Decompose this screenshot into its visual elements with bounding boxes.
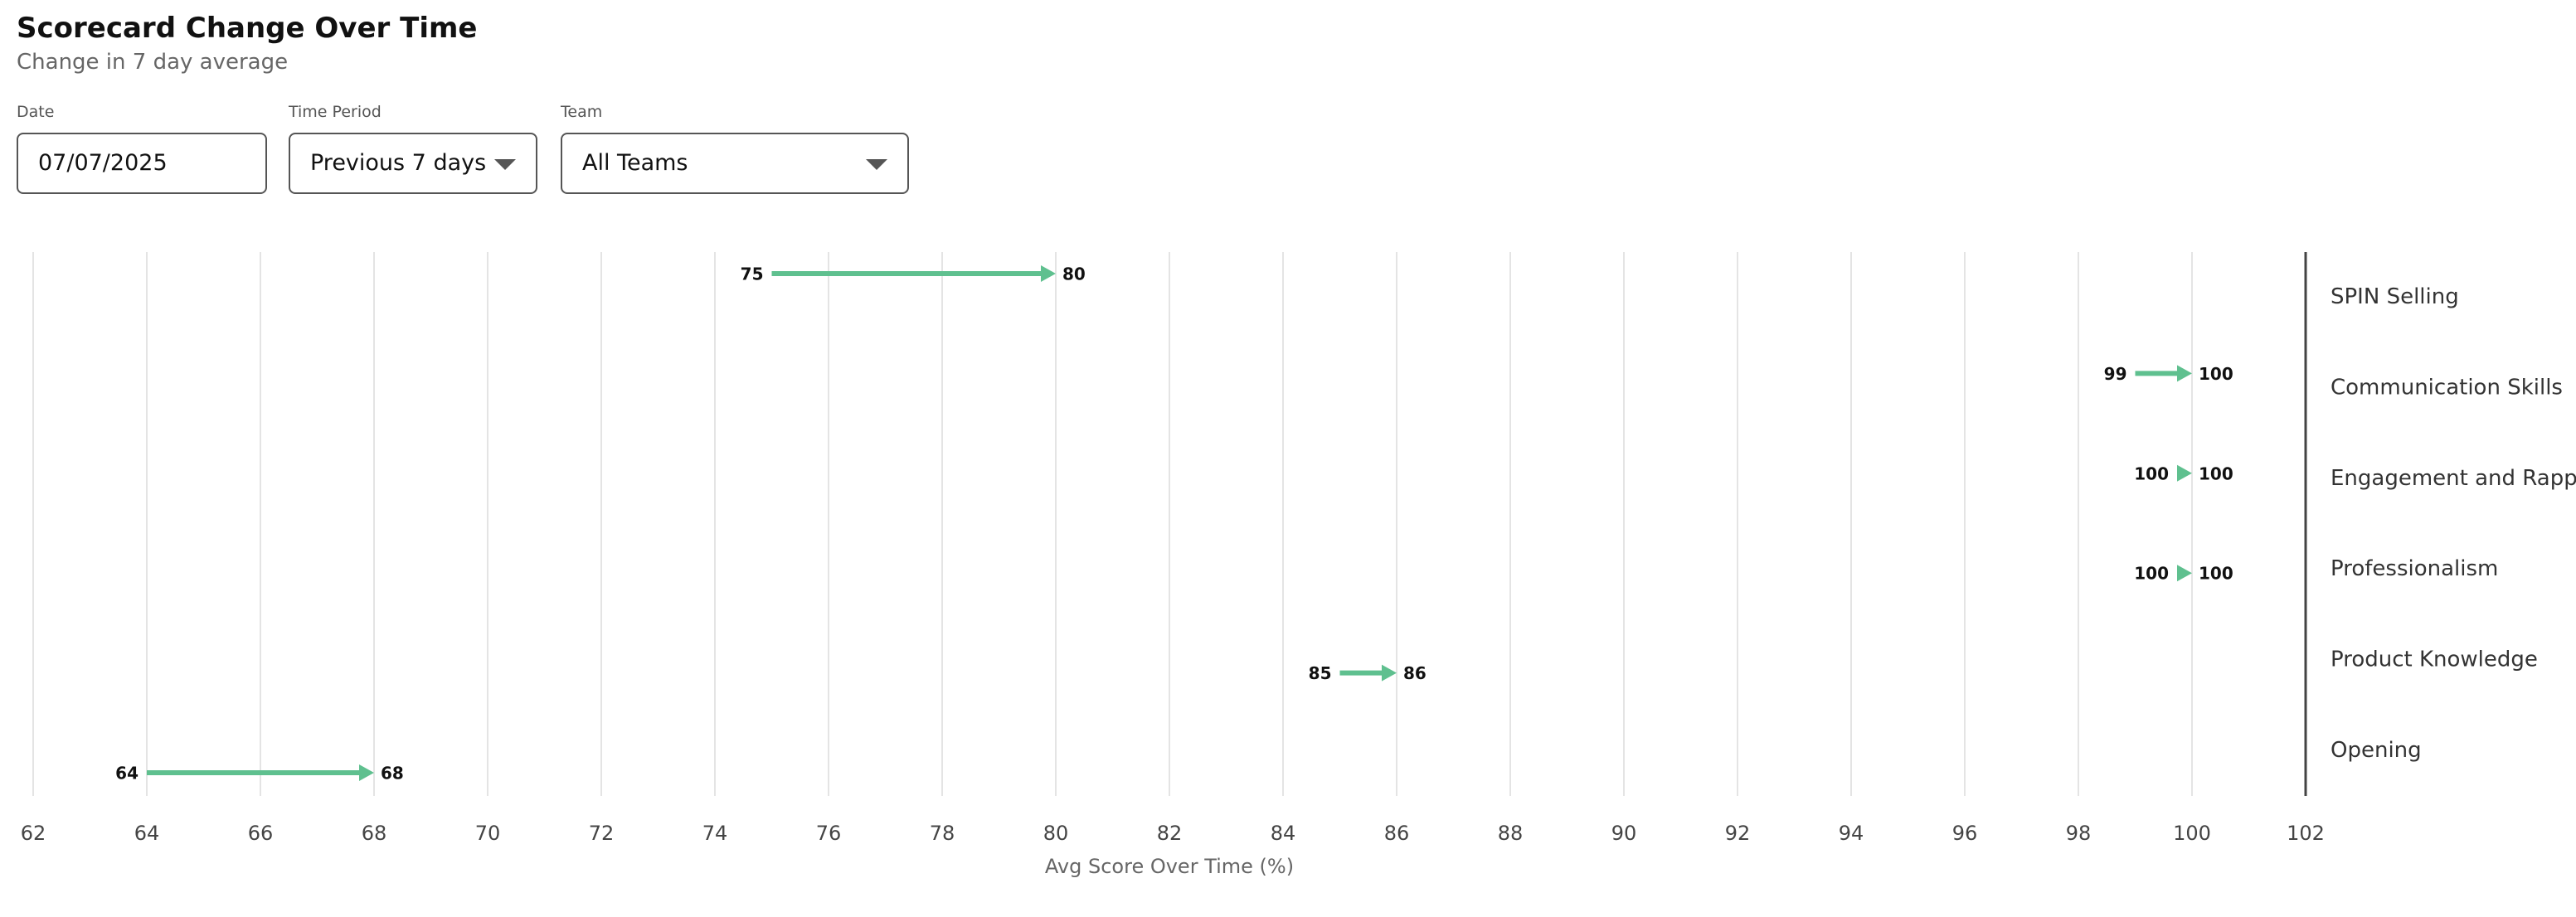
- x-tick-label: 68: [362, 822, 387, 845]
- x-tick-label: 80: [1043, 822, 1069, 845]
- arrow-head: [1382, 664, 1397, 682]
- x-tick-label: 94: [1839, 822, 1864, 845]
- x-tick-label: 82: [1157, 822, 1183, 845]
- end-label: 100: [2199, 564, 2233, 584]
- date-input[interactable]: 07/07/2025: [17, 133, 267, 194]
- x-tick-label: 96: [1952, 822, 1978, 845]
- category-label: Opening: [2331, 738, 2422, 763]
- end-label: 100: [2199, 463, 2233, 483]
- category-label: Engagement and Rapport: [2331, 466, 2576, 491]
- x-tick-label: 92: [1725, 822, 1751, 845]
- dropdown-caret: [494, 159, 516, 170]
- select-value: All Teams: [582, 150, 688, 176]
- x-tick-label: 102: [2287, 822, 2325, 845]
- filter-label: Team: [561, 103, 603, 121]
- start-label: 64: [115, 764, 139, 784]
- category-label: Professionalism: [2331, 556, 2498, 581]
- end-label: 68: [381, 764, 404, 784]
- end-label: 86: [1403, 663, 1427, 683]
- x-axis-title: Avg Score Over Time (%): [1045, 855, 1294, 878]
- x-tick-label: 72: [589, 822, 615, 845]
- arrow-head: [2177, 464, 2192, 482]
- end-label: 100: [2199, 364, 2233, 384]
- team-select[interactable]: All Teams: [561, 133, 909, 194]
- x-tick-label: 76: [816, 822, 842, 845]
- x-tick-label: 78: [930, 822, 955, 845]
- date-value: 07/07/2025: [38, 150, 168, 176]
- x-tick-label: 88: [1498, 822, 1524, 845]
- start-label: 99: [2104, 364, 2127, 384]
- page-subtitle: Change in 7 day average: [17, 50, 289, 75]
- arrow-head: [2177, 365, 2192, 382]
- start-label: 85: [1309, 663, 1332, 683]
- filter-label: Time Period: [289, 103, 382, 121]
- select-value: Previous 7 days: [310, 150, 487, 176]
- arrow-head: [2177, 565, 2192, 582]
- page-title: Scorecard Change Over Time: [17, 12, 478, 45]
- dropdown-caret: [866, 159, 887, 170]
- x-tick-label: 74: [702, 822, 728, 845]
- x-tick-label: 100: [2173, 822, 2211, 845]
- category-label: Product Knowledge: [2331, 648, 2538, 672]
- end-label: 80: [1062, 264, 1086, 284]
- start-label: 100: [2134, 564, 2169, 584]
- x-tick-label: 84: [1271, 822, 1296, 845]
- x-tick-label: 66: [248, 822, 274, 845]
- x-tick-label: 86: [1384, 822, 1410, 845]
- x-tick-label: 90: [1611, 822, 1637, 845]
- arrow-head: [359, 764, 374, 781]
- x-tick-label: 62: [21, 822, 46, 845]
- category-label: Communication Skills: [2331, 376, 2563, 400]
- start-label: 100: [2134, 463, 2169, 483]
- x-tick-label: 98: [2066, 822, 2092, 845]
- filter-label: Date: [17, 103, 55, 121]
- x-tick-label: 70: [475, 822, 501, 845]
- start-label: 75: [741, 264, 764, 284]
- category-label: SPIN Selling: [2331, 284, 2459, 309]
- arrow-head: [1041, 265, 1056, 282]
- time-period-select[interactable]: Previous 7 days: [289, 133, 537, 194]
- x-tick-label: 64: [134, 822, 160, 845]
